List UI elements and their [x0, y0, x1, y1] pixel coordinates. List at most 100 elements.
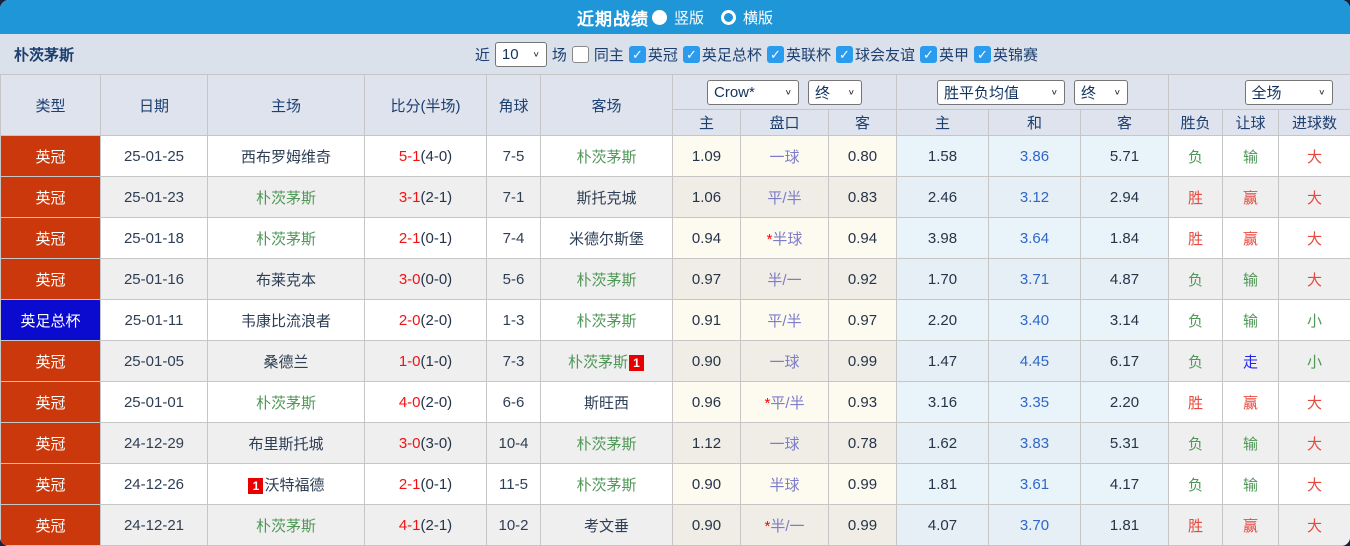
- fulltime-select[interactable]: 全场: [1244, 79, 1333, 105]
- away-team-cell: 朴茨茅斯: [540, 422, 673, 464]
- home-team-name: 沃特福德: [264, 476, 325, 494]
- avg-home: 3.98: [896, 217, 989, 259]
- col-header-avg-home: 主: [896, 109, 989, 136]
- avg-type-select[interactable]: 胜平负均值: [937, 79, 1065, 105]
- red-card-badge: 1: [629, 354, 644, 371]
- corners: 7-1: [486, 176, 541, 218]
- league-label[interactable]: 英锦赛: [992, 46, 1038, 64]
- avg-home: 1.70: [896, 258, 989, 300]
- handicap: *平/半: [740, 381, 829, 423]
- odds-away: 0.97: [828, 299, 897, 341]
- league-checkbox-checked[interactable]: [682, 45, 700, 63]
- handicap-text: 平/半: [770, 394, 805, 412]
- league-label[interactable]: 英甲: [938, 46, 969, 64]
- league-checkbox-checked[interactable]: [835, 45, 853, 63]
- avg-final-select[interactable]: 终: [1074, 79, 1128, 105]
- odds-home: 0.94: [672, 217, 741, 259]
- handicap: 一球: [740, 135, 829, 177]
- league-label[interactable]: 英足总杯: [701, 46, 762, 64]
- fulltime-score: 3-0: [398, 270, 421, 288]
- fulltime-score: 1-0: [398, 352, 421, 370]
- handicap-text: 一球: [769, 435, 800, 453]
- handicap-result: 输: [1222, 422, 1279, 464]
- same-home-label[interactable]: 同主: [593, 46, 624, 64]
- handicap-text: 半/一: [767, 271, 802, 289]
- league-checkbox-checked[interactable]: [628, 45, 646, 63]
- away-team-cell: 朴茨茅斯 1: [540, 340, 673, 382]
- chevron-down-icon: [785, 88, 792, 96]
- odds-away: 0.93: [828, 381, 897, 423]
- games-count-select[interactable]: 10: [494, 41, 547, 67]
- fulltime-score: 2-1: [398, 475, 421, 493]
- league-checkbox-checked[interactable]: [766, 45, 784, 63]
- handicap-star: *: [764, 517, 771, 535]
- away-team-name: 朴茨茅斯: [576, 148, 637, 166]
- filter-bar: 朴茨茅斯 近 10 场 同主 英冠 英足总杯 英联杯 球会友谊 英甲 英锦赛: [0, 34, 1350, 74]
- match-row: 英冠 24-12-21 朴茨茅斯 4-1(2-1) 10-2 考文垂 0.90 …: [0, 504, 1350, 546]
- home-team-name: 朴茨茅斯: [255, 517, 316, 535]
- filter-controls: 近 10 场 同主 英冠 英足总杯 英联杯 球会友谊 英甲 英锦赛: [475, 41, 1038, 67]
- vertical-layout-label[interactable]: 竖版: [673, 9, 704, 27]
- corners: 7-3: [486, 340, 541, 382]
- home-team-cell: 布里斯托城: [207, 422, 365, 464]
- odds-final-select[interactable]: 终: [808, 79, 862, 105]
- avg-away: 1.84: [1080, 217, 1169, 259]
- league-label[interactable]: 球会友谊: [854, 46, 915, 64]
- league-badge: 英冠: [0, 504, 101, 546]
- fulltime-score: 2-1: [398, 229, 421, 247]
- score-cell: 3-0(3-0): [364, 422, 487, 464]
- league-label[interactable]: 英冠: [647, 46, 678, 64]
- handicap: *半/一: [740, 504, 829, 546]
- odds-final-value: 终: [815, 84, 831, 102]
- away-team-cell: 斯托克城: [540, 176, 673, 218]
- match-result: 胜: [1168, 381, 1223, 423]
- match-row: 英足总杯 25-01-11 韦康比流浪者 2-0(2-0) 1-3 朴茨茅斯 0…: [0, 299, 1350, 341]
- away-team-name: 朴茨茅斯: [567, 353, 628, 371]
- handicap: 一球: [740, 340, 829, 382]
- odds-company-select[interactable]: Crow*: [707, 79, 799, 105]
- score-cell: 2-0(2-0): [364, 299, 487, 341]
- handicap: 半/一: [740, 258, 829, 300]
- halftime-score: (4-0): [420, 147, 453, 165]
- match-date: 25-01-05: [100, 340, 208, 382]
- handicap: 平/半: [740, 176, 829, 218]
- goals-result: 大: [1278, 135, 1350, 177]
- avg-draw: 3.70: [988, 504, 1081, 546]
- away-team-cell: 斯旺西: [540, 381, 673, 423]
- horizontal-layout-radio[interactable]: [721, 9, 736, 25]
- avg-draw: 3.86: [988, 135, 1081, 177]
- avg-draw: 3.64: [988, 217, 1081, 259]
- odds-home: 0.90: [672, 463, 741, 505]
- match-date: 25-01-18: [100, 217, 208, 259]
- chevron-down-icon: [848, 88, 855, 96]
- score-cell: 4-0(2-0): [364, 381, 487, 423]
- halftime-score: (2-0): [420, 311, 453, 329]
- match-result: 负: [1168, 463, 1223, 505]
- league-badge: 英冠: [0, 463, 101, 505]
- col-header-type: 类型: [0, 74, 101, 136]
- home-team-name: 布里斯托城: [248, 435, 324, 453]
- league-checkbox-checked[interactable]: [919, 45, 937, 63]
- goals-result: 大: [1278, 217, 1350, 259]
- league-badge: 英冠: [0, 135, 101, 177]
- corners: 10-2: [486, 504, 541, 546]
- corners: 7-4: [486, 217, 541, 259]
- away-team-cell: 朴茨茅斯: [540, 463, 673, 505]
- vertical-layout-radio-selected[interactable]: [651, 9, 667, 25]
- odds-away: 0.92: [828, 258, 897, 300]
- avg-away: 2.20: [1080, 381, 1169, 423]
- league-label[interactable]: 英联杯: [785, 46, 831, 64]
- league-checkbox-checked[interactable]: [973, 45, 991, 63]
- avg-home: 2.46: [896, 176, 989, 218]
- same-home-checkbox[interactable]: [571, 45, 589, 63]
- fulltime-score: 5-1: [398, 147, 421, 165]
- halftime-score: (0-1): [420, 475, 453, 493]
- fulltime-score: 3-0: [398, 434, 421, 452]
- score-cell: 2-1(0-1): [364, 217, 487, 259]
- score-cell: 3-1(2-1): [364, 176, 487, 218]
- match-row: 英冠 25-01-23 朴茨茅斯 3-1(2-1) 7-1 斯托克城 1.06 …: [0, 176, 1350, 218]
- home-team-name: 桑德兰: [263, 353, 309, 371]
- away-team-cell: 朴茨茅斯: [540, 299, 673, 341]
- match-date: 24-12-21: [100, 504, 208, 546]
- horizontal-layout-label[interactable]: 横版: [743, 9, 774, 27]
